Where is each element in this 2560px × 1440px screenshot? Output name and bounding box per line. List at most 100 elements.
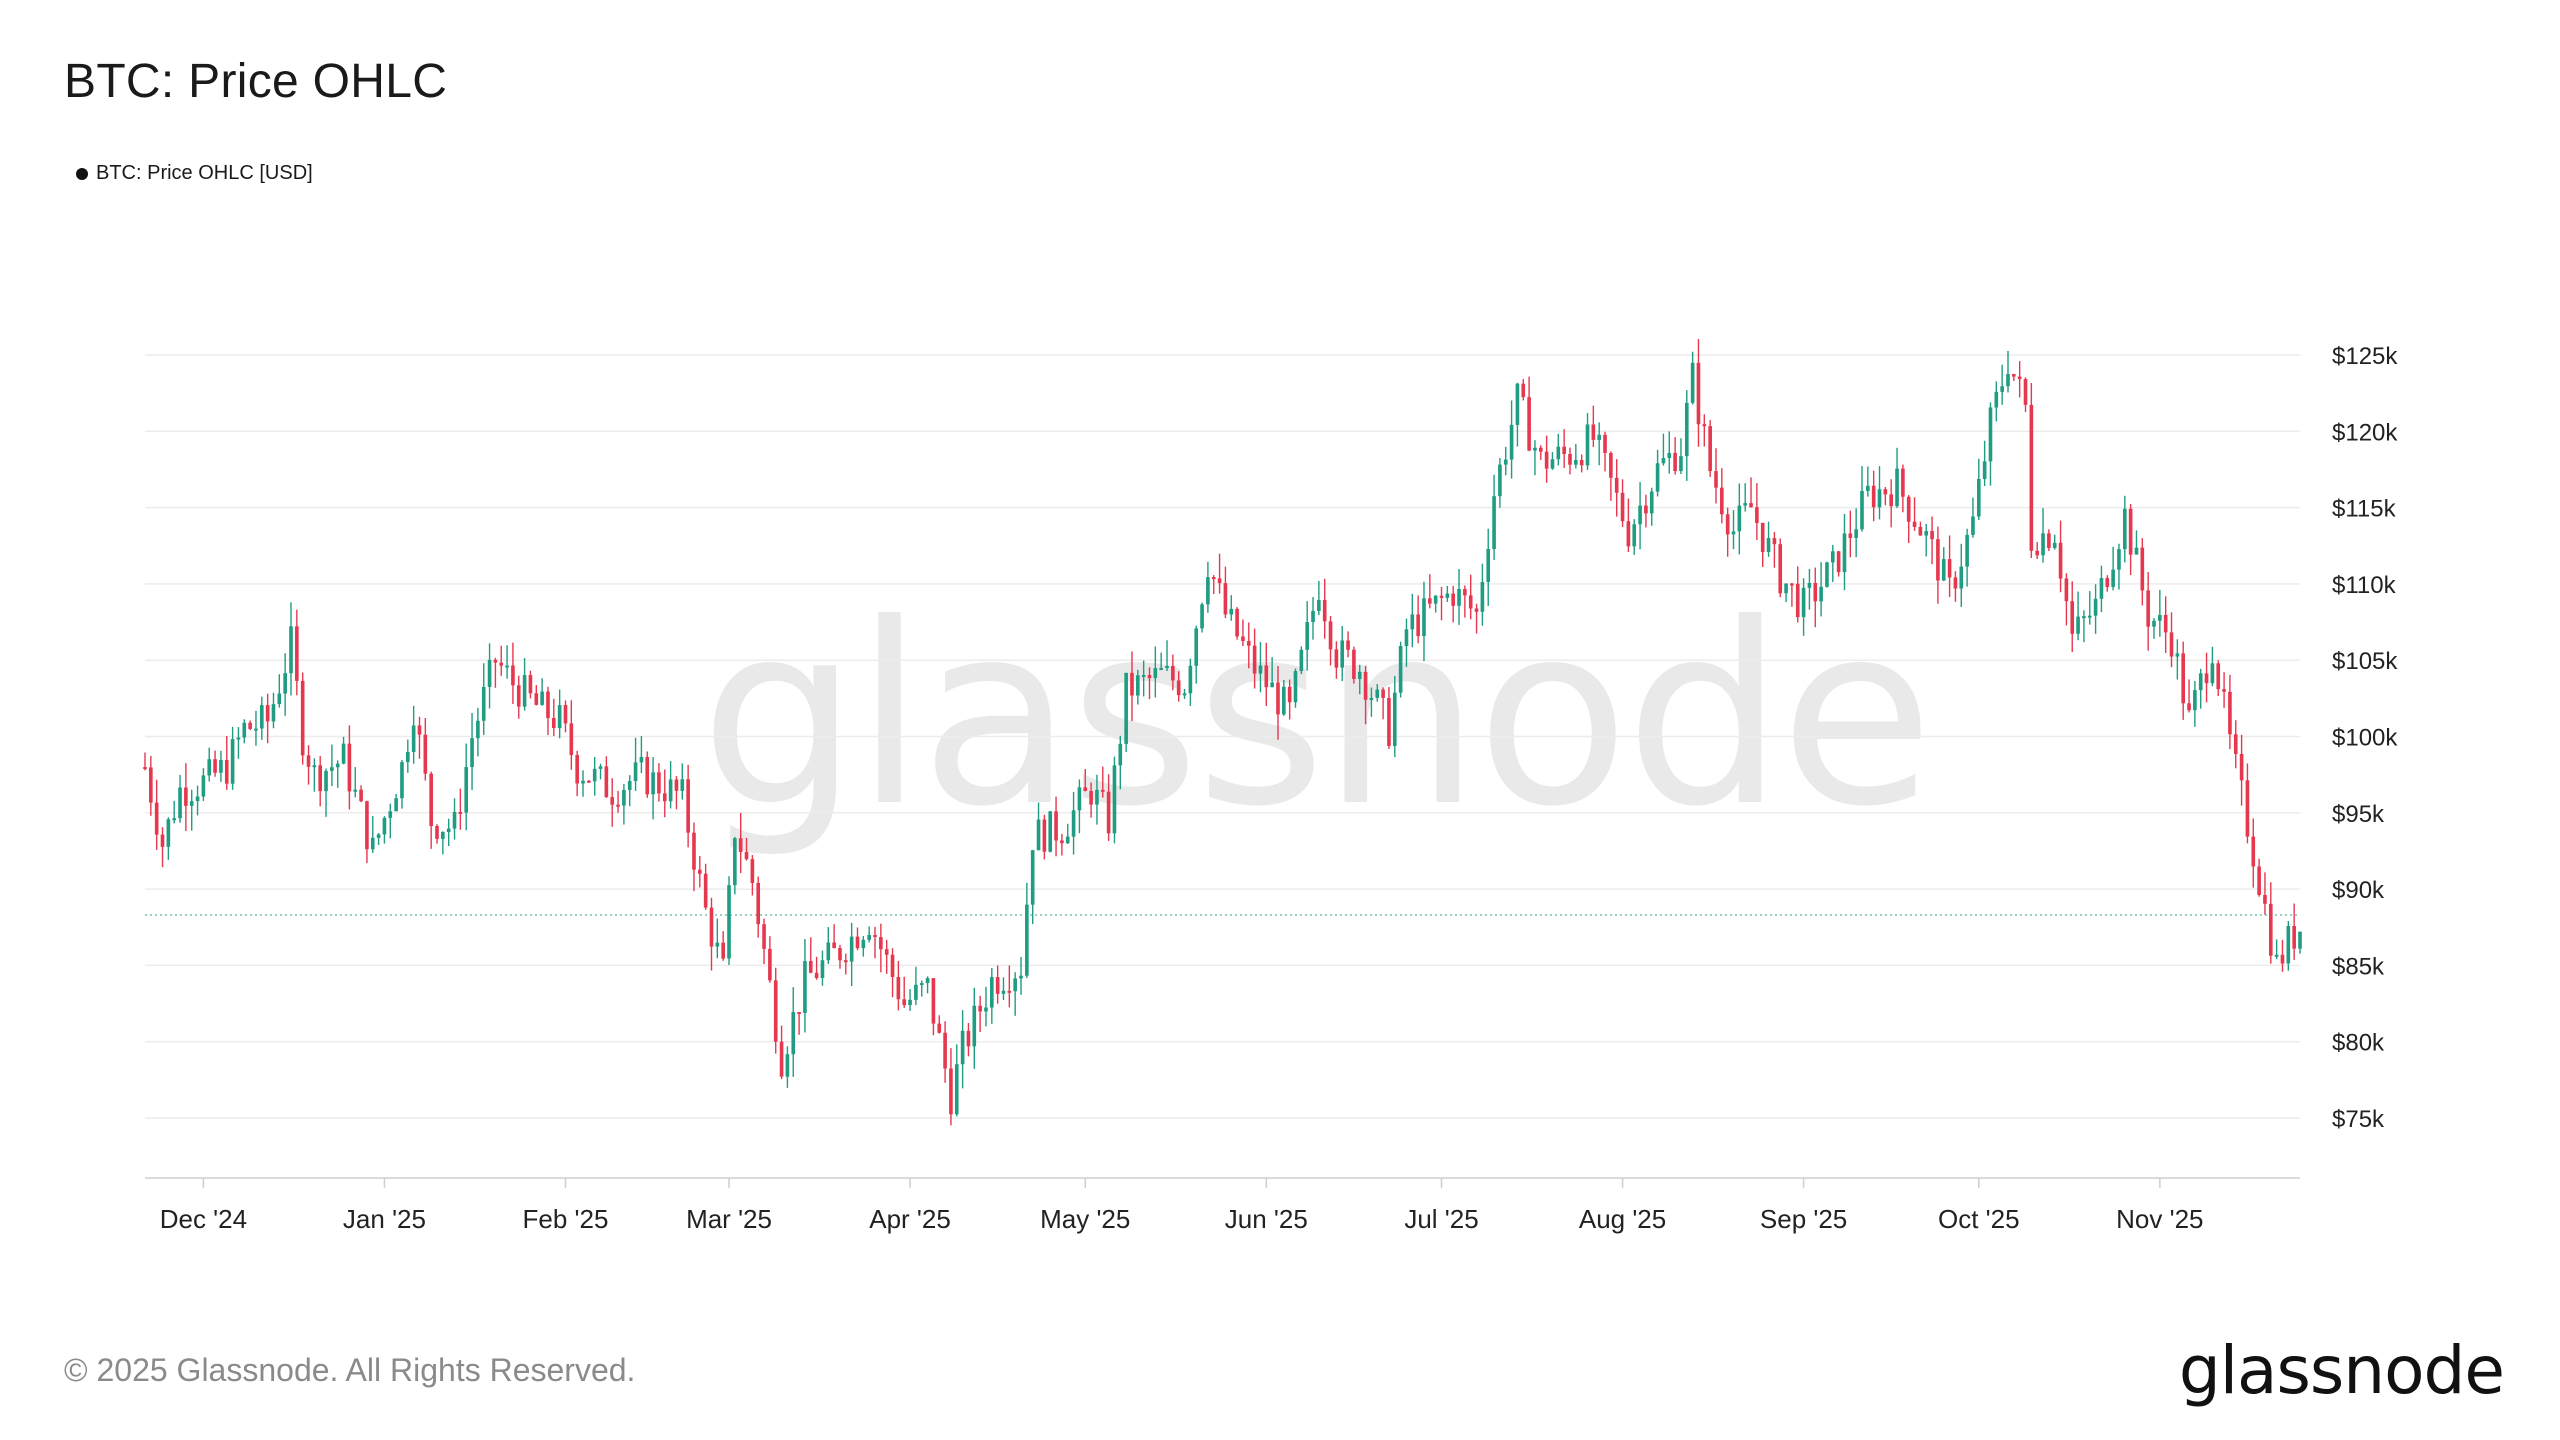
candle-body bbox=[1871, 485, 1876, 508]
candle bbox=[557, 689, 562, 739]
candle bbox=[674, 776, 679, 810]
candle-body bbox=[1649, 491, 1654, 514]
candle bbox=[160, 827, 165, 868]
candle-body bbox=[1480, 581, 1485, 612]
candle-body bbox=[1813, 582, 1818, 602]
candle bbox=[1422, 581, 1426, 662]
candle bbox=[481, 663, 486, 735]
candle bbox=[254, 710, 258, 746]
candle bbox=[925, 976, 930, 994]
candle bbox=[429, 771, 433, 849]
candle bbox=[1562, 429, 1566, 469]
candle bbox=[1819, 562, 1823, 617]
candle-body bbox=[2041, 533, 2045, 556]
y-tick-label: $90k bbox=[2332, 877, 2385, 904]
candle-body bbox=[254, 728, 258, 731]
candle bbox=[464, 743, 469, 831]
candle bbox=[178, 774, 182, 823]
candle-body bbox=[1375, 689, 1380, 698]
candle-body bbox=[557, 705, 562, 729]
candle bbox=[1527, 376, 1531, 452]
candle-body bbox=[1317, 599, 1321, 611]
candle bbox=[931, 978, 936, 1036]
candle bbox=[1772, 531, 1777, 568]
candle-body bbox=[1673, 452, 1677, 472]
candle bbox=[814, 956, 819, 980]
candle bbox=[1614, 459, 1619, 517]
candle-body bbox=[1223, 583, 1228, 615]
candle bbox=[844, 953, 848, 975]
legend[interactable]: BTC: Price OHLC [USD] bbox=[76, 162, 313, 185]
candle-body bbox=[1883, 489, 1888, 495]
candle bbox=[1597, 422, 1601, 466]
candle bbox=[1953, 571, 1958, 602]
candle-body bbox=[318, 765, 323, 792]
candle-body bbox=[300, 680, 305, 756]
candle-body bbox=[803, 961, 807, 1013]
candle bbox=[2251, 818, 2256, 888]
glassnode-logo[interactable]: glassnode bbox=[2178, 1332, 2505, 1409]
candle-body bbox=[633, 762, 638, 782]
candle-body bbox=[1936, 539, 1940, 581]
candle bbox=[1410, 593, 1415, 648]
candle-body bbox=[400, 762, 404, 799]
candle-body bbox=[785, 1054, 790, 1077]
candle-body bbox=[1229, 608, 1234, 615]
candle bbox=[1521, 379, 1526, 401]
candle bbox=[441, 831, 445, 855]
candle bbox=[1001, 977, 1006, 1001]
candle-body bbox=[2292, 926, 2296, 949]
price-chart[interactable]: $75k $80k $85k $90k $95k $100k $105k $110k $115k… bbox=[0, 0, 2560, 1300]
candle bbox=[727, 876, 731, 966]
candle-body bbox=[1182, 693, 1187, 696]
candle-body bbox=[1498, 464, 1502, 497]
candle bbox=[2263, 872, 2267, 915]
candle-body bbox=[1568, 453, 1572, 465]
candle-body bbox=[1614, 477, 1619, 493]
candle-body bbox=[1842, 533, 1847, 573]
legend-label: BTC: Price OHLC [USD] bbox=[96, 162, 313, 184]
candle bbox=[803, 939, 807, 1033]
candle bbox=[1352, 646, 1356, 684]
candle bbox=[476, 707, 480, 757]
candle-body bbox=[1638, 505, 1642, 525]
candle-body bbox=[1941, 559, 1946, 581]
candle-body bbox=[335, 763, 340, 768]
candle bbox=[265, 693, 270, 744]
candle bbox=[2158, 589, 2162, 637]
candle-body bbox=[1136, 675, 1140, 696]
candle bbox=[563, 700, 568, 733]
candle-body bbox=[2158, 614, 2162, 621]
candle-body bbox=[1667, 452, 1672, 459]
candle-body bbox=[1912, 521, 1917, 527]
candle-body bbox=[703, 873, 708, 908]
x-tick-label: Aug '25 bbox=[1579, 1204, 1666, 1234]
candle-body bbox=[236, 737, 241, 740]
candle bbox=[1176, 671, 1181, 702]
candle bbox=[1357, 664, 1362, 695]
candle-body bbox=[575, 755, 579, 784]
candle-body bbox=[1211, 577, 1216, 580]
candle bbox=[1025, 882, 1029, 979]
candle bbox=[1217, 553, 1222, 594]
candle-body bbox=[1737, 505, 1742, 532]
candle bbox=[861, 936, 866, 957]
candle bbox=[680, 763, 685, 800]
candle-body bbox=[2006, 374, 2010, 387]
candle-body bbox=[2193, 690, 2197, 711]
candle-body bbox=[1982, 461, 1987, 479]
candle-body bbox=[1766, 538, 1771, 552]
candle-body bbox=[2029, 404, 2034, 551]
candle-body bbox=[750, 859, 755, 883]
candle-body bbox=[1439, 595, 1444, 598]
candle bbox=[365, 800, 369, 864]
candle-body bbox=[587, 780, 591, 783]
candle-body bbox=[884, 949, 889, 955]
candle-body bbox=[1760, 522, 1765, 552]
candle-body bbox=[522, 675, 527, 707]
candle-body bbox=[890, 954, 895, 977]
candle bbox=[516, 675, 521, 719]
candle bbox=[172, 800, 177, 824]
candle bbox=[645, 751, 650, 798]
candle bbox=[1498, 457, 1502, 508]
